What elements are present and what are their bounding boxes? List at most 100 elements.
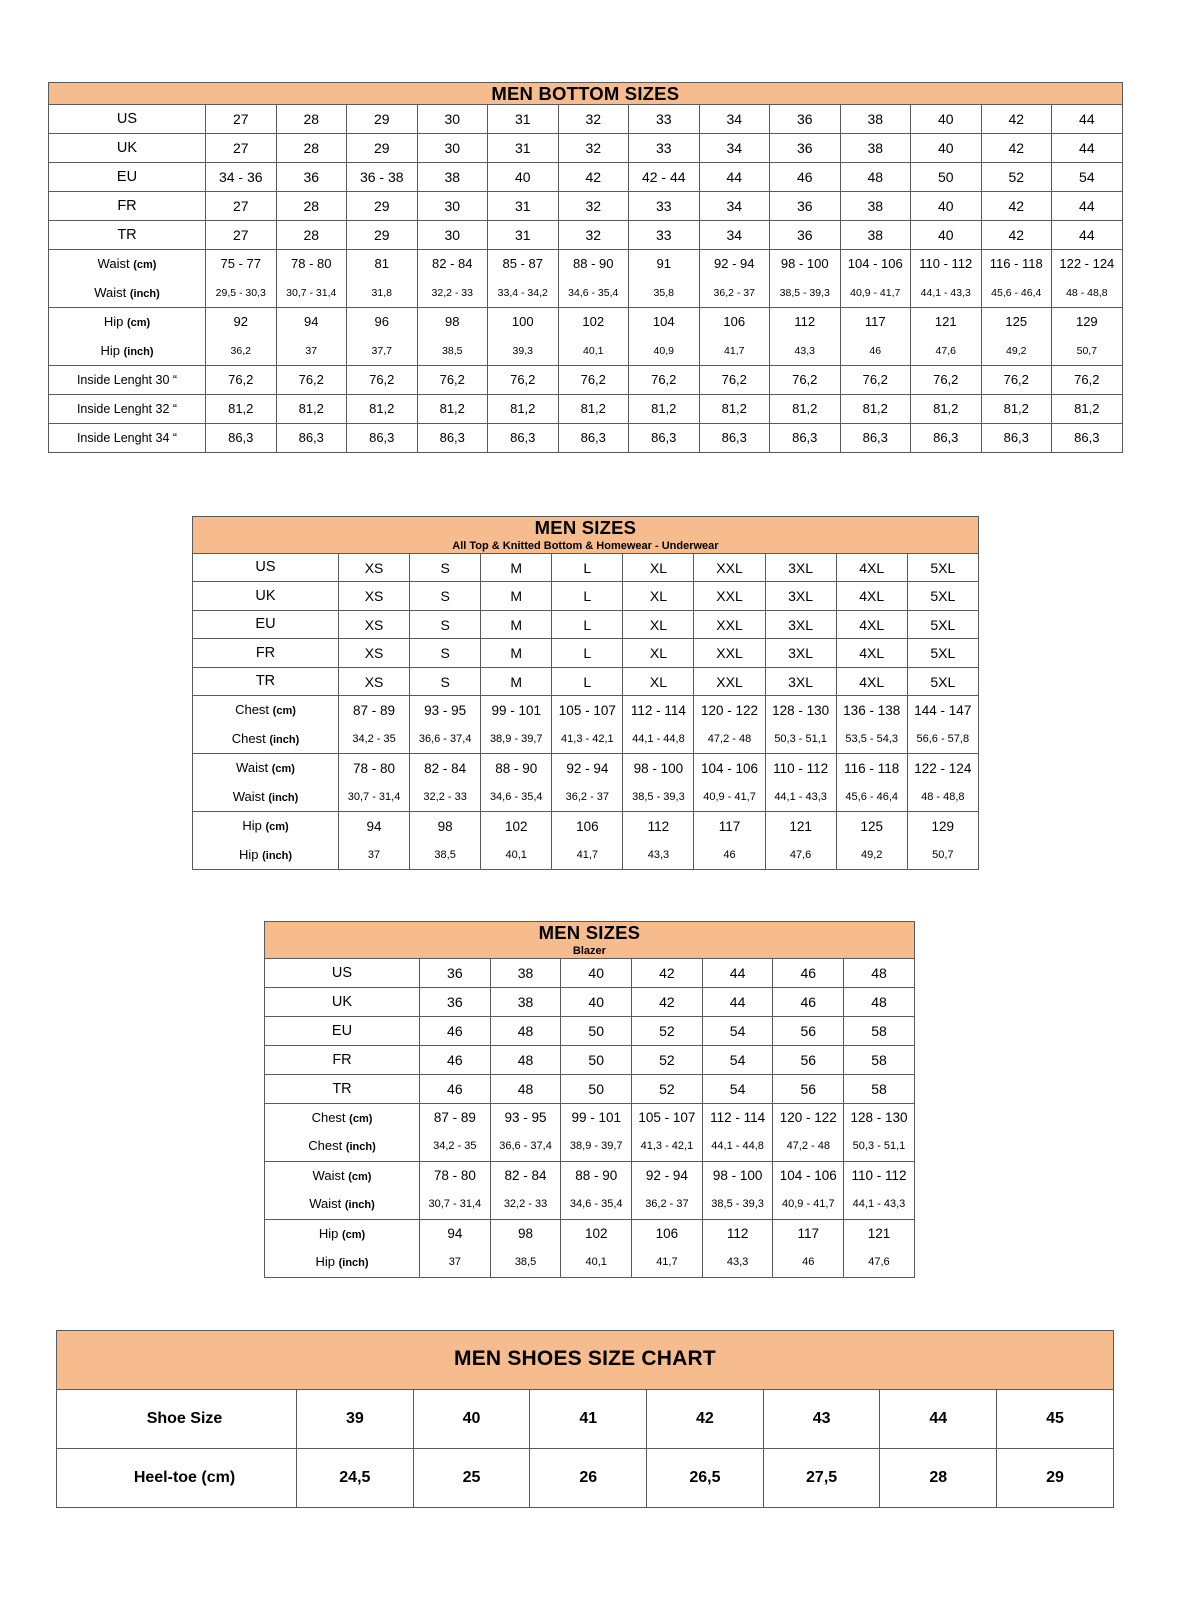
row-label-text: Hip (242, 818, 262, 834)
table-cell: 28 (275, 191, 347, 222)
row-label-text: FR (332, 1051, 352, 1068)
table-cell: 44,1 - 43,3 (764, 782, 837, 813)
table-cell: 42 (646, 1389, 764, 1449)
table-title: MEN SIZES (538, 922, 641, 943)
row-label: UK (48, 133, 206, 164)
row-label-text: Hip (100, 342, 120, 358)
table-cell: 41,3 - 42,1 (631, 1132, 703, 1162)
table-cell: 128 - 130 (764, 695, 837, 725)
table-cell: 32,2 - 33 (489, 1190, 562, 1220)
table-cell: XXL (693, 552, 766, 583)
table-cell: 40 (910, 104, 982, 135)
table-cell: 37,7 (346, 336, 418, 367)
row-label-unit: (cm) (265, 821, 289, 834)
row-label: UK (264, 986, 420, 1017)
table-cell: 120 - 122 (772, 1102, 845, 1133)
table-cell: 29,5 - 30,3 (205, 278, 277, 309)
table-row: TR 27 28 29 30 31 32 33 34 36 38 40 42 44 (48, 220, 1123, 251)
table-cell: 37 (275, 336, 347, 367)
table-cell: L (551, 552, 624, 583)
table-cell: 110 - 112 (764, 753, 837, 783)
table-cell: 38,5 - 39,3 (622, 782, 695, 813)
table-cell: 102 (480, 811, 553, 841)
table-cell: 98 - 100 (701, 1160, 774, 1191)
table-cell: 81,2 (557, 394, 629, 425)
table-cell: XS (337, 609, 411, 640)
table-cell: 36,2 - 37 (551, 782, 624, 813)
table-cell: 31 (487, 104, 559, 135)
row-label-text: Shoe Size (146, 1409, 223, 1427)
table-cell: 102 (560, 1218, 633, 1249)
table-cell: 50 (560, 1073, 633, 1104)
table-cell: 40 (910, 220, 982, 251)
table-cell: M (480, 552, 553, 583)
table-cell: 106 (631, 1218, 703, 1249)
table-cell: 47,2 - 48 (772, 1132, 845, 1162)
table-cell: 31,8 (346, 278, 418, 309)
men-sizes-blazer-table: MEN SIZES Blazer US 36 38 40 42 44 46 48 UK 36 38 40 4… (264, 921, 915, 1278)
table-cell: 40 (560, 957, 633, 988)
table-cell: 40,1 (480, 840, 553, 871)
row-label-text: Hip (238, 846, 259, 862)
table-cell: 27 (205, 220, 277, 251)
table-cell: 4XL (835, 638, 908, 668)
row-label-text: Waist (94, 284, 127, 300)
table-cell: 46 (772, 1248, 845, 1278)
table-cell: 37 (419, 1248, 491, 1278)
row-label-text: US (116, 110, 138, 127)
table-cell: 76,2 (487, 365, 559, 396)
table-cell: 117 (839, 307, 911, 337)
table-cell: 110 - 112 (843, 1160, 915, 1191)
table-row: Inside Lenght 32 “81,2 81,2 81,2 81,2 81,2 81… (48, 394, 1123, 425)
row-label: TR (264, 1073, 420, 1104)
table-row: Inside Lenght 30 “76,2 76,2 76,2 76,2 76,2 76… (48, 365, 1123, 396)
table-cell: 26,5 (646, 1448, 764, 1508)
row-label-unit: (cm) (271, 763, 295, 776)
table-row: TR XS S M L XL XXL 3XL 4XL 5XL (192, 666, 979, 697)
row-label-text: Inside Lenght 32 “ (76, 402, 178, 417)
row-label: Inside Lenght 32 “ (48, 394, 206, 425)
table-cell: 104 - 106 (772, 1160, 845, 1191)
table-cell: 85 - 87 (487, 249, 559, 279)
table-cell: 58 (843, 1044, 915, 1075)
table-cell: 81,2 (769, 394, 841, 425)
row-label-text: Hip (318, 1225, 339, 1241)
table-cell: 86,3 (698, 423, 770, 454)
table-cell: 3XL (764, 581, 837, 611)
row-label-text: US (331, 964, 353, 981)
table-cell: 42 (980, 220, 1052, 251)
table-row: UK 36 38 40 42 44 46 48 (264, 986, 915, 1017)
table-cell: 38,5 (409, 840, 482, 871)
table-cell: 46 (839, 336, 911, 367)
table-cell: 35,8 (628, 278, 700, 309)
men-shoes-size-chart-table-wrapper: MEN SHOES SIZE CHART Shoe Size 39 40 41 42 43 4… (56, 1330, 1114, 1508)
table-cell: 78 - 80 (337, 753, 411, 783)
table-cell: 54 (701, 1015, 774, 1046)
row-label-text: Chest (231, 730, 266, 746)
table-row: Hip (inch) 36,2 37 37,7 38,5 39,3 40,1 40,9 41,7… (48, 336, 1123, 367)
table-cell: 144 - 147 (906, 695, 979, 725)
table-cell: 29 (346, 220, 418, 251)
table-cell: L (551, 609, 624, 640)
row-label-text: FR (117, 197, 137, 214)
table-cell: 34,2 - 35 (419, 1132, 491, 1162)
table-cell: 42 (631, 957, 703, 988)
table-banner-row: MEN SHOES SIZE CHART (56, 1330, 1114, 1390)
table-cell: 29 (346, 133, 418, 164)
row-label-unit: (inch) (268, 791, 299, 804)
row-label: Waist (cm) (264, 1160, 420, 1191)
row-label: EU (264, 1015, 420, 1046)
table-cell: 106 (698, 307, 770, 337)
row-label: Waist (inch) (264, 1190, 420, 1220)
table-cell: 98 - 100 (769, 249, 841, 279)
row-label: FR (48, 191, 206, 222)
table-cell: 81,2 (205, 394, 277, 425)
table-row: FR 46 48 50 52 54 56 58 (264, 1044, 915, 1075)
table-cell: 41,3 - 42,1 (551, 724, 624, 755)
table-cell: 30,7 - 31,4 (275, 278, 347, 309)
row-label-unit: (cm) (126, 317, 151, 330)
table-cell: 32,2 - 33 (409, 782, 482, 813)
table-cell: 34 (698, 191, 770, 222)
table-cell: 86,3 (346, 423, 418, 454)
table-row: EU XS S M L XL XXL 3XL 4XL 5XL (192, 609, 979, 640)
